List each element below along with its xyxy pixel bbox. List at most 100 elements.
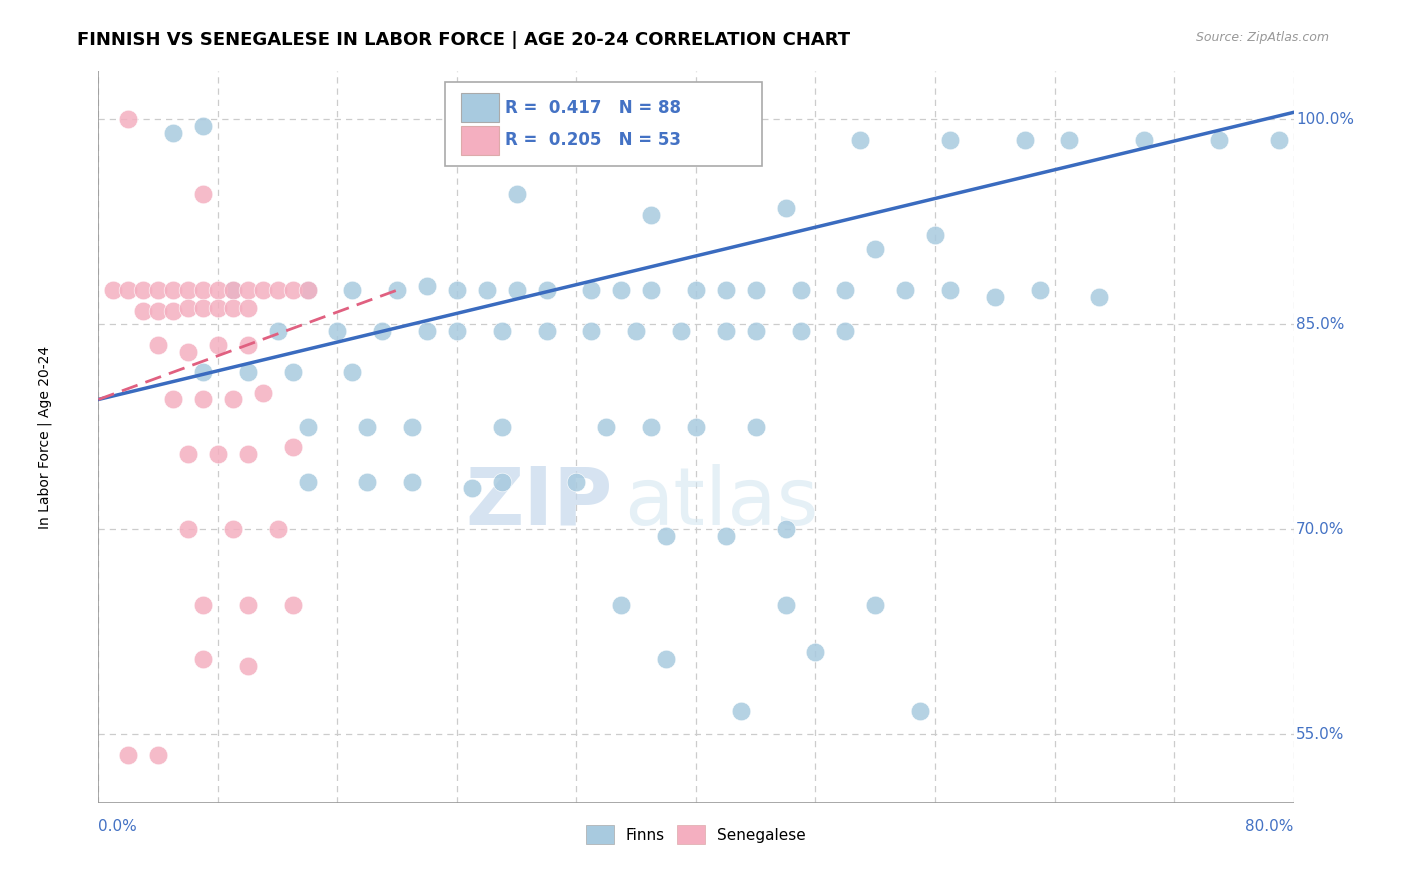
Point: [714, 283, 737, 297]
Point: [191, 119, 214, 133]
Point: [491, 475, 513, 489]
Point: [222, 301, 245, 315]
FancyBboxPatch shape: [461, 94, 499, 122]
Point: [148, 747, 170, 762]
Point: [281, 440, 304, 454]
Point: [207, 447, 229, 461]
Point: [162, 392, 184, 407]
Legend: Finns, Senegalese: Finns, Senegalese: [581, 819, 811, 850]
Text: R =  0.205   N = 53: R = 0.205 N = 53: [505, 131, 681, 150]
Point: [191, 392, 214, 407]
Point: [1088, 290, 1111, 304]
Point: [775, 522, 797, 536]
Point: [745, 324, 768, 338]
Point: [222, 522, 245, 536]
Point: [281, 283, 304, 297]
Point: [1208, 133, 1230, 147]
Point: [506, 283, 529, 297]
Point: [461, 481, 484, 495]
Point: [446, 324, 468, 338]
Point: [714, 133, 737, 147]
Point: [236, 447, 259, 461]
Point: [849, 133, 872, 147]
Point: [222, 392, 245, 407]
Point: [117, 747, 139, 762]
Point: [103, 283, 125, 297]
Point: [236, 338, 259, 352]
Point: [297, 475, 319, 489]
FancyBboxPatch shape: [446, 82, 762, 167]
Point: [177, 283, 200, 297]
Point: [640, 283, 662, 297]
Point: [491, 420, 513, 434]
Point: [745, 420, 768, 434]
Point: [267, 522, 290, 536]
Point: [191, 301, 214, 315]
Point: [252, 283, 274, 297]
Text: atlas: atlas: [624, 464, 818, 542]
Point: [162, 303, 184, 318]
Point: [236, 283, 259, 297]
Point: [401, 475, 423, 489]
Point: [894, 283, 917, 297]
Point: [297, 420, 319, 434]
Point: [685, 283, 707, 297]
Point: [191, 652, 214, 666]
Point: [714, 529, 737, 543]
Point: [610, 598, 633, 612]
Point: [267, 283, 290, 297]
Point: [506, 187, 529, 202]
Point: [745, 283, 768, 297]
Point: [536, 283, 558, 297]
Text: 85.0%: 85.0%: [1296, 317, 1344, 332]
Point: [416, 279, 439, 293]
Point: [685, 420, 707, 434]
Point: [207, 283, 229, 297]
Point: [865, 242, 887, 256]
Point: [297, 283, 319, 297]
Point: [177, 522, 200, 536]
Point: [177, 447, 200, 461]
Point: [834, 283, 856, 297]
Point: [1014, 133, 1036, 147]
Text: 0.0%: 0.0%: [98, 819, 138, 834]
Point: [939, 133, 962, 147]
Point: [281, 598, 304, 612]
Point: [908, 704, 931, 718]
Point: [626, 324, 648, 338]
Point: [191, 283, 214, 297]
FancyBboxPatch shape: [461, 126, 499, 154]
Text: Source: ZipAtlas.com: Source: ZipAtlas.com: [1195, 31, 1329, 45]
Point: [342, 365, 364, 379]
Point: [117, 283, 139, 297]
Point: [342, 283, 364, 297]
Point: [132, 303, 155, 318]
Point: [640, 420, 662, 434]
Point: [222, 283, 245, 297]
Text: 80.0%: 80.0%: [1246, 819, 1294, 834]
Point: [804, 645, 827, 659]
Point: [207, 338, 229, 352]
Point: [148, 303, 170, 318]
Point: [401, 420, 423, 434]
Point: [191, 365, 214, 379]
Point: [924, 228, 946, 243]
Point: [222, 283, 245, 297]
Point: [655, 529, 678, 543]
Point: [939, 283, 962, 297]
Point: [1133, 133, 1156, 147]
Point: [789, 283, 811, 297]
Point: [669, 324, 692, 338]
Point: [984, 290, 1007, 304]
Point: [236, 365, 259, 379]
Point: [162, 283, 184, 297]
Point: [655, 652, 678, 666]
Point: [297, 283, 319, 297]
Point: [117, 112, 139, 127]
Point: [356, 475, 378, 489]
Point: [446, 283, 468, 297]
Point: [177, 344, 200, 359]
Point: [1059, 133, 1081, 147]
Point: [1267, 133, 1289, 147]
Text: FINNISH VS SENEGALESE IN LABOR FORCE | AGE 20-24 CORRELATION CHART: FINNISH VS SENEGALESE IN LABOR FORCE | A…: [77, 31, 851, 49]
